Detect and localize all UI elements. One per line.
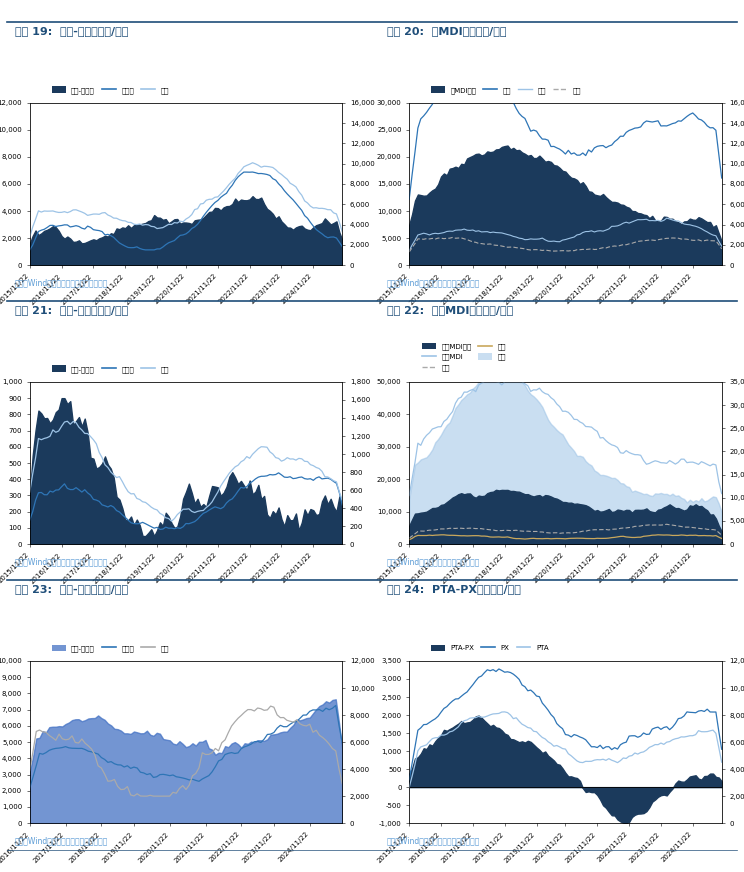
Legend: 聚合MDI价差, 聚合MDI, 甲醇, 液氨, 苯胺: 聚合MDI价差, 聚合MDI, 甲醇, 液氨, 苯胺 [419, 340, 509, 374]
Text: 图表 23:  纯苯-石脑油（元/吨）: 图表 23: 纯苯-石脑油（元/吨） [15, 584, 128, 594]
Text: 图表 20:  纯MDI价差（元/吨）: 图表 20: 纯MDI价差（元/吨） [387, 26, 507, 36]
Text: 来源：Wind、百川资讯、国金证券研究所: 来源：Wind、百川资讯、国金证券研究所 [387, 558, 481, 567]
Text: 来源：Wind、百川资讯、国金证券研究所: 来源：Wind、百川资讯、国金证券研究所 [15, 837, 109, 846]
Legend: PTA-PX, PX, PTA: PTA-PX, PX, PTA [429, 642, 551, 654]
Legend: 纯MDI价差, 苯胺, 甲醇, 液氨: 纯MDI价差, 苯胺, 甲醇, 液氨 [429, 84, 584, 96]
Text: 来源：Wind、百川资讯、国金证券研究所: 来源：Wind、百川资讯、国金证券研究所 [15, 558, 109, 567]
Text: 图表 19:  丁酮-液化气（元/吨）: 图表 19: 丁酮-液化气（元/吨） [15, 26, 128, 36]
Text: 来源：Wind、百川资讯、国金证券研究所: 来源：Wind、百川资讯、国金证券研究所 [387, 837, 481, 846]
Text: 图表 22:  聚合MDI价差（元/吨）: 图表 22: 聚合MDI价差（元/吨） [387, 305, 513, 315]
Text: 图表 21:  乙烯-石脑油（元/吨）: 图表 21: 乙烯-石脑油（元/吨） [15, 305, 128, 315]
Legend: 乙烯-石脑油, 石脑油, 乙烯: 乙烯-石脑油, 石脑油, 乙烯 [49, 363, 172, 375]
Text: 图表 24:  PTA-PX价差（元/吨）: 图表 24: PTA-PX价差（元/吨） [387, 584, 521, 594]
Text: 来源：Wind、百川资讯、国金证券研究所: 来源：Wind、百川资讯、国金证券研究所 [15, 279, 109, 288]
Legend: 纯苯-石脑油, 石脑油, 纯苯: 纯苯-石脑油, 石脑油, 纯苯 [49, 642, 172, 654]
Legend: 丁酮-液化气, 液化气, 丁酮: 丁酮-液化气, 液化气, 丁酮 [49, 84, 172, 96]
Text: 来源：Wind、百川资讯、国金证券研究所: 来源：Wind、百川资讯、国金证券研究所 [387, 279, 481, 288]
